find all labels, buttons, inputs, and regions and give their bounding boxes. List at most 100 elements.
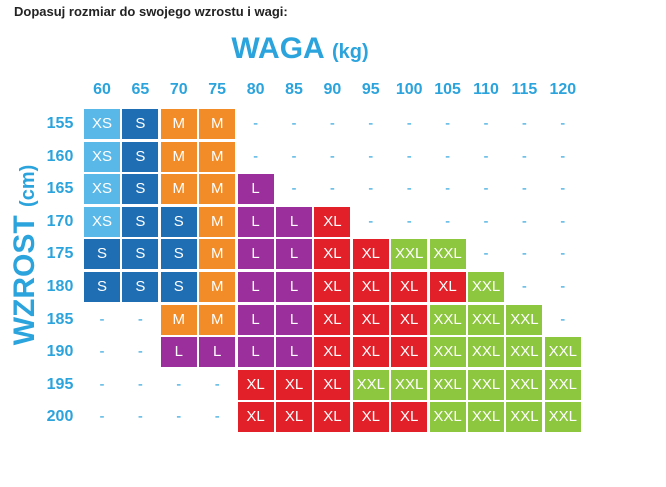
size-cell: - bbox=[368, 180, 374, 198]
weight-value: 65 bbox=[131, 81, 150, 98]
size-cell: S bbox=[84, 272, 120, 302]
size-cell: - bbox=[406, 212, 412, 230]
size-cell: - bbox=[329, 180, 335, 198]
size-cell: - bbox=[368, 147, 374, 165]
size-cell: XXL bbox=[506, 402, 543, 433]
size-cell: - bbox=[445, 147, 451, 165]
size-cell: XL bbox=[276, 369, 312, 400]
size-cell: L bbox=[237, 272, 274, 302]
size-cell: XL bbox=[352, 239, 389, 270]
size-cell: - bbox=[521, 115, 527, 132]
size-cell: - bbox=[253, 147, 259, 165]
size-cell: XL bbox=[352, 402, 389, 433]
size-cell: XL bbox=[352, 304, 389, 335]
size-cell: XXL bbox=[429, 239, 466, 270]
weight-value: 80 bbox=[246, 81, 265, 98]
size-cell: L bbox=[237, 239, 274, 270]
size-cell: XL bbox=[314, 369, 351, 400]
size-cell: XXL bbox=[506, 304, 543, 335]
size-cell: - bbox=[560, 115, 566, 132]
size-cell: - bbox=[406, 180, 412, 198]
size-cell: - bbox=[483, 245, 489, 263]
height-value: 195 bbox=[46, 375, 74, 393]
size-cell: L bbox=[237, 337, 274, 368]
height-heading: WZROST (cm) bbox=[8, 165, 42, 346]
size-cell: - bbox=[368, 115, 374, 132]
size-cell: - bbox=[560, 147, 566, 165]
size-cell: M bbox=[199, 141, 236, 172]
size-cell: L bbox=[160, 337, 197, 368]
size-cell: S bbox=[122, 141, 159, 172]
weight-value: 90 bbox=[323, 81, 342, 98]
size-cell: XXL bbox=[429, 337, 466, 368]
size-cell: XL bbox=[314, 239, 351, 270]
size-cell: - bbox=[560, 212, 566, 230]
size-cell: S bbox=[122, 239, 159, 270]
weight-value: 115 bbox=[511, 81, 538, 98]
size-cell: - bbox=[329, 147, 335, 165]
weight-label: WAGA bbox=[231, 32, 324, 65]
size-cell: - bbox=[560, 180, 566, 198]
size-cell: XXL bbox=[468, 304, 504, 335]
size-cell: - bbox=[445, 115, 451, 132]
size-cell: XXL bbox=[544, 337, 581, 368]
size-cell: - bbox=[406, 147, 412, 165]
weight-value: 60 bbox=[93, 81, 111, 98]
size-cell: S bbox=[84, 239, 120, 270]
size-cell: XS bbox=[84, 109, 120, 139]
size-cell: M bbox=[199, 109, 236, 139]
size-cell: XXL bbox=[544, 402, 581, 433]
size-cell: - bbox=[445, 180, 451, 198]
size-cell: XL bbox=[391, 337, 428, 368]
size-cell: XL bbox=[276, 402, 312, 433]
size-cell: L bbox=[276, 272, 312, 302]
size-cell: XS bbox=[84, 174, 120, 205]
size-cell: XL bbox=[314, 272, 351, 302]
size-cell: XXL bbox=[429, 304, 466, 335]
size-cell: - bbox=[137, 343, 143, 361]
size-cell: XXL bbox=[506, 369, 543, 400]
size-cell: S bbox=[160, 239, 197, 270]
size-cell: XXL bbox=[468, 337, 504, 368]
weight-value: 100 bbox=[395, 81, 423, 98]
height-value: 190 bbox=[46, 343, 74, 361]
size-cell: XL bbox=[391, 402, 428, 433]
weight-value: 85 bbox=[285, 81, 303, 98]
size-cell: XL bbox=[391, 272, 428, 302]
height-value: 180 bbox=[46, 278, 74, 295]
weight-value: 95 bbox=[361, 81, 380, 98]
size-cell: - bbox=[176, 408, 182, 426]
size-cell: S bbox=[122, 174, 159, 205]
size-cell: - bbox=[176, 375, 182, 393]
size-cell: - bbox=[291, 147, 297, 165]
height-value: 160 bbox=[46, 147, 74, 165]
size-cell: L bbox=[276, 304, 312, 335]
size-cell: L bbox=[276, 337, 312, 368]
size-cell: - bbox=[521, 245, 527, 263]
height-value: 175 bbox=[46, 245, 74, 263]
size-cell: L bbox=[199, 337, 236, 368]
height-value: 170 bbox=[46, 212, 74, 230]
size-cell: S bbox=[122, 206, 159, 237]
size-cell: - bbox=[253, 115, 259, 132]
weight-heading: WAGA (kg) bbox=[0, 32, 600, 66]
size-cell: - bbox=[521, 147, 527, 165]
size-cell: - bbox=[521, 180, 527, 198]
size-cell: XL bbox=[391, 304, 428, 335]
size-cell: XS bbox=[84, 206, 120, 237]
size-cell: XXL bbox=[429, 402, 466, 433]
size-cell: XXL bbox=[468, 402, 504, 433]
size-cell: XL bbox=[352, 337, 389, 368]
size-cell: M bbox=[160, 109, 197, 139]
size-cell: - bbox=[560, 278, 566, 295]
size-cell: M bbox=[199, 174, 236, 205]
title: Dopasuj rozmiar do swojego wzrostu i wag… bbox=[14, 4, 288, 19]
height-value: 185 bbox=[46, 310, 74, 328]
size-cell: - bbox=[99, 408, 105, 426]
size-cell: XL bbox=[314, 206, 351, 237]
size-cell: L bbox=[276, 239, 312, 270]
size-cell: M bbox=[199, 304, 236, 335]
size-cell: - bbox=[483, 212, 489, 230]
size-cell: - bbox=[99, 375, 105, 393]
